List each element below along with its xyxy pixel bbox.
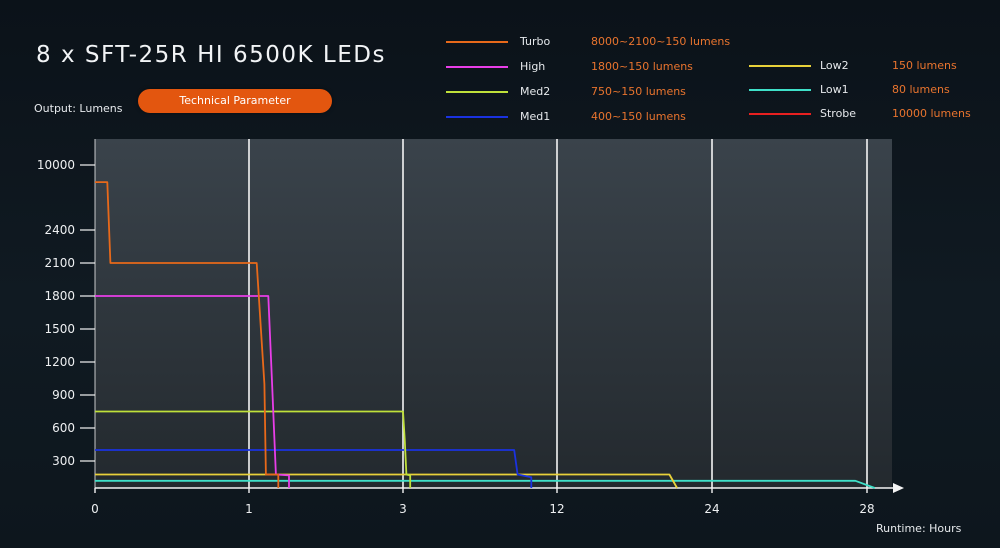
x-axis-label: Runtime: Hours [876, 522, 962, 535]
legend-swatch [749, 113, 811, 115]
x-tick-label: 12 [549, 502, 564, 516]
chart-title: 8 x SFT-25R HI 6500K LEDs [36, 42, 386, 68]
y-axis-label: Output: Lumens [34, 102, 123, 115]
legend-description: 750~150 lumens [591, 85, 686, 98]
legend-name: Low1 [820, 83, 849, 96]
legend-description: 80 lumens [892, 83, 950, 96]
legend-name: Strobe [820, 107, 857, 120]
legend-description: 8000~2100~150 lumens [591, 35, 731, 48]
legend-name: Med1 [520, 110, 551, 123]
legend-swatch [446, 91, 508, 93]
x-tick-label: 1 [245, 502, 253, 516]
x-axis-arrow [893, 483, 904, 493]
y-tick-label: 1800 [44, 289, 75, 303]
y-tick-label: 2400 [44, 223, 75, 237]
technical-parameter-button[interactable]: Technical Parameter [138, 89, 332, 113]
y-tick-label: 2100 [44, 256, 75, 270]
legend-name: High [520, 60, 546, 73]
legend-swatch [749, 89, 811, 91]
x-tick-label: 0 [91, 502, 99, 516]
y-tick-label: 900 [52, 388, 75, 402]
series-line-med1 [95, 449, 533, 488]
series-line-low1 [95, 479, 876, 489]
y-tick-label: 1200 [44, 355, 75, 369]
x-tick-label: 28 [859, 502, 874, 516]
legend-description: 10000 lumens [892, 107, 971, 120]
legend-name: Med2 [520, 85, 551, 98]
legend-swatch [446, 66, 508, 68]
legend-name: Turbo [520, 35, 551, 48]
x-tick-label: 3 [399, 502, 407, 516]
y-tick-label: 10000 [37, 158, 75, 172]
plot-background [95, 139, 892, 488]
legend-swatch [446, 116, 508, 118]
x-tick-label: 24 [704, 502, 719, 516]
y-tick-label: 300 [52, 454, 75, 468]
legend-swatch [446, 41, 508, 43]
legend-description: 150 lumens [892, 59, 957, 72]
legend-name: Low2 [820, 59, 849, 72]
y-tick-label: 600 [52, 421, 75, 435]
series-line-med2 [95, 410, 412, 488]
legend-swatch [749, 65, 811, 67]
legend-description: 1800~150 lumens [591, 60, 693, 73]
series-line-turbo [95, 181, 280, 488]
legend-description: 400~150 lumens [591, 110, 686, 123]
y-tick-label: 1500 [44, 322, 75, 336]
series-line-high [95, 295, 290, 488]
